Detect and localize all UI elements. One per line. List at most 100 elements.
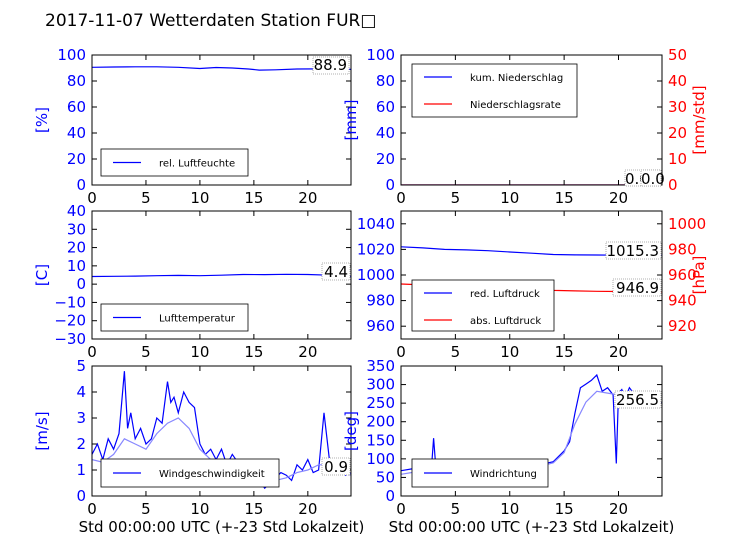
panel-5: 0 5 10 15 20 0 1 2 3 4 5 [m/s] Std 00:00:00 UTC (+-2…: [33, 357, 364, 536]
y2-tick-label: 40: [668, 72, 687, 90]
panel-2: 0 5 10 15 20 0 20 40 60 80 100 0 10 20 30 40 50 [mm] [mm/s…: [342, 46, 708, 207]
y-tick-label: 980: [366, 292, 395, 310]
x-tick-label: 0: [87, 500, 97, 518]
legend-box: [411, 279, 555, 332]
y-tick-label: 2: [76, 435, 86, 453]
x-tick-label: 20: [298, 343, 317, 361]
panel-3: 0 5 10 15 20−30−20−10010203040[C]Lufttempera…: [33, 202, 352, 361]
x-tick-label: 20: [609, 500, 628, 518]
y-tick-label: 30: [67, 220, 86, 238]
y-tick-label: 40: [67, 124, 86, 142]
y-tick-label: 100: [57, 46, 86, 64]
y-tick-label: 0: [385, 176, 395, 194]
value-label-box: [612, 278, 662, 297]
x-tick-label: 10: [190, 500, 209, 518]
y-tick-label: −20: [54, 312, 86, 330]
plot-frame: [400, 365, 663, 497]
x-tick-label: 10: [190, 343, 209, 361]
y2-tick-label: 980: [668, 240, 697, 258]
y2-tick-label: 1000: [668, 215, 706, 233]
x-axis-label: Std 00:00:00 UTC (+-23 Std Lokalzeit): [79, 518, 365, 536]
y-tick-label: 4: [76, 383, 86, 401]
value-label-box: [321, 262, 351, 281]
x-tick-label: 15: [555, 189, 574, 207]
y-tick-label: 80: [67, 72, 86, 90]
x-tick-label: 5: [451, 343, 461, 361]
panel-1: 0 5 10 15 20 0 20 40 60 80 100 [%] rel. Luftfeuchte 8…: [33, 46, 352, 207]
y-tick-label: 20: [376, 150, 395, 168]
value-label-box: [605, 241, 662, 260]
y-tick-label: 100: [366, 450, 395, 468]
x-tick-label: 5: [141, 343, 151, 361]
x-tick-label: 10: [500, 343, 519, 361]
y-tick-label: 350: [366, 357, 395, 375]
y2-tick-label: 0: [668, 176, 678, 194]
legend-label: red. Luftdruck: [470, 289, 540, 300]
y-tick-label: 80: [376, 72, 395, 90]
y2-tick-label: 10: [668, 150, 687, 168]
y-tick-label: 150: [366, 431, 395, 449]
x-tick-label: 20: [298, 189, 317, 207]
y-tick-label: 5: [76, 357, 86, 375]
x-tick-label: 10: [190, 189, 209, 207]
y-tick-label: 60: [67, 98, 86, 116]
y-axis-label: [m/s]: [33, 411, 51, 450]
plot-frame: [91, 210, 352, 340]
plot-frame: [91, 365, 352, 497]
y-tick-label: 300: [366, 376, 395, 394]
y-tick-label: 200: [366, 413, 395, 431]
y-axis-label: [deg]: [342, 411, 360, 451]
x-tick-label: 0: [396, 343, 406, 361]
y-tick-label: 0: [385, 487, 395, 505]
value-label-box: [640, 169, 662, 187]
x-tick-label: 0: [396, 189, 406, 207]
x-tick-label: 15: [555, 343, 574, 361]
y2-tick-label: 20: [668, 124, 687, 142]
value-label: 0.9: [324, 458, 348, 476]
value-label: 1015.3: [607, 242, 660, 260]
x-tick-label: 15: [244, 189, 263, 207]
y-tick-label: 20: [67, 150, 86, 168]
y-tick-label: −10: [54, 293, 86, 311]
y2-tick-label: 30: [668, 98, 687, 116]
x-tick-label: 5: [141, 500, 151, 518]
panel-4: 0 5 10 15 20 960 980 1000 1020 1040 920 940 960 980 10…: [357, 210, 708, 361]
x-tick-label: 15: [244, 343, 263, 361]
y2-axis-label: [hPa]: [690, 256, 708, 295]
y-tick-label: 40: [376, 124, 395, 142]
legend-label: Niederschlagsrate: [470, 100, 561, 111]
series-line-rel-luftfeuchte: [92, 66, 351, 71]
plot-frame: [400, 54, 663, 186]
x-tick-label: 0: [396, 500, 406, 518]
legend-box: [411, 63, 578, 118]
x-tick-label: 20: [298, 500, 317, 518]
x-tick-label: 5: [451, 189, 461, 207]
value-label-box: [614, 390, 662, 409]
x-tick-label: 10: [500, 189, 519, 207]
y-axis-label: [mm]: [342, 100, 360, 141]
x-tick-label: 0: [87, 189, 97, 207]
x-tick-label: 20: [609, 343, 628, 361]
figure-title: 2017-11-07 Wetterdaten Station FUR□: [45, 11, 376, 31]
y-tick-label: 0: [76, 487, 86, 505]
y-axis-label: [%]: [33, 107, 51, 133]
x-tick-label: 15: [244, 500, 263, 518]
series-line-windrichtung: [401, 373, 662, 473]
legend-label: Windrichtung: [470, 469, 537, 480]
value-label: 88.9: [314, 56, 347, 74]
y-tick-label: 40: [67, 202, 86, 220]
y-tick-label: 60: [376, 98, 395, 116]
y-tick-label: 1: [76, 461, 86, 479]
legend-label: Windgeschwindigkeit: [159, 469, 265, 480]
y2-tick-label: 940: [668, 292, 697, 310]
y2-axis-label: [mm/std]: [690, 85, 708, 154]
x-tick-label: 5: [451, 500, 461, 518]
x-tick-label: 15: [555, 500, 574, 518]
value-label-box: [321, 457, 351, 476]
series-line-lufttemperatur: [92, 273, 351, 278]
y-tick-label: 1020: [357, 240, 395, 258]
y-tick-label: 1040: [357, 215, 395, 233]
